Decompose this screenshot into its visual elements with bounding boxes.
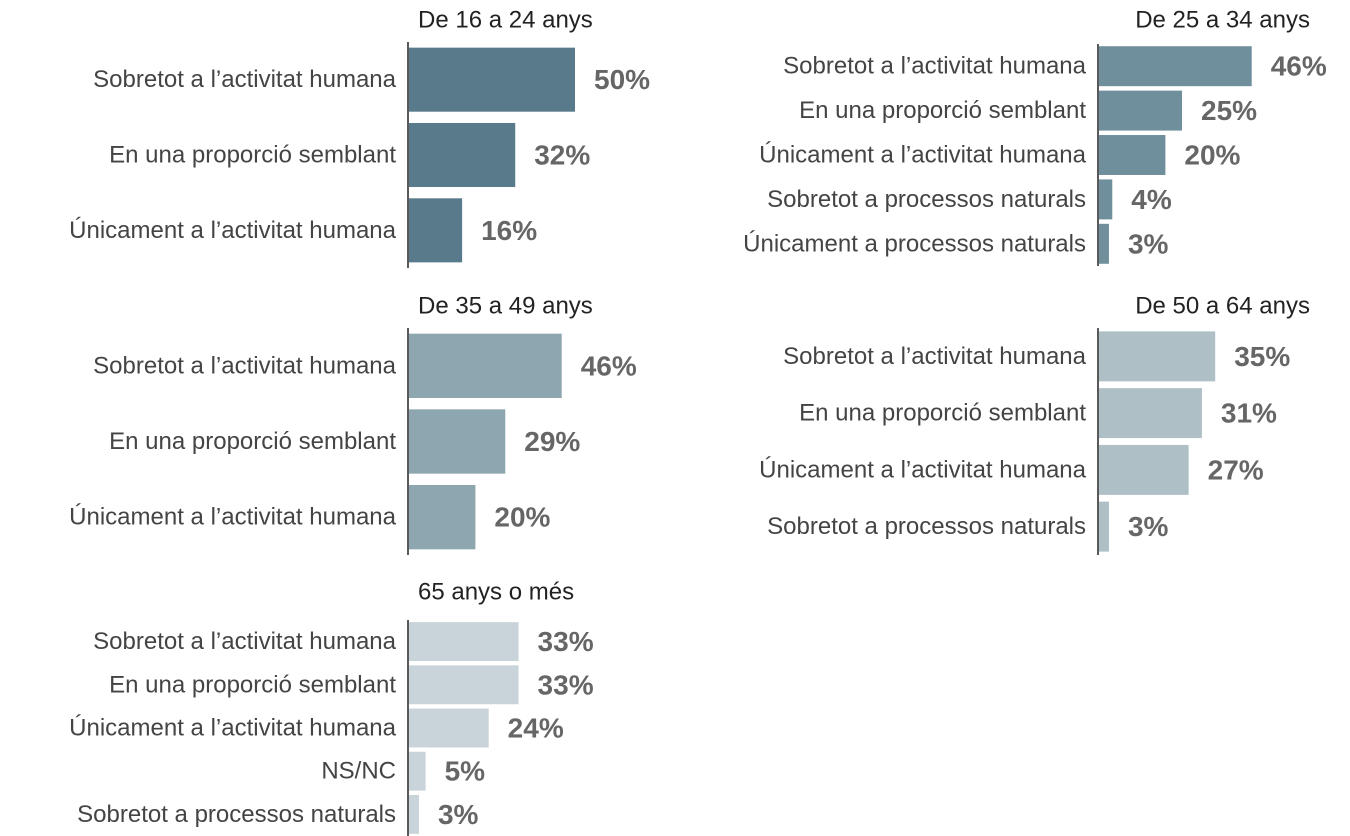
panel-title: De 35 a 49 anys — [418, 293, 593, 320]
value-label: 5% — [445, 756, 486, 787]
category-label: Sobretot a l’activitat humana — [93, 66, 396, 93]
value-label: 20% — [1184, 140, 1240, 171]
category-label: En una proporció semblant — [109, 671, 396, 698]
bar — [1099, 444, 1189, 495]
category-label: Únicament a l’activitat humana — [69, 217, 396, 244]
category-label: Únicament a l’activitat humana — [759, 456, 1086, 483]
bar — [409, 409, 506, 474]
bar — [409, 198, 463, 263]
value-label: 29% — [524, 426, 580, 457]
value-label: 20% — [494, 502, 550, 533]
value-label: 31% — [1221, 398, 1277, 429]
value-label: 25% — [1201, 95, 1257, 126]
value-label: 46% — [581, 350, 637, 381]
value-label: 3% — [1128, 228, 1169, 259]
bar — [409, 794, 419, 834]
bar — [409, 333, 562, 398]
category-label: Sobretot a l’activitat humana — [783, 343, 1086, 370]
panel-title: De 25 a 34 anys — [1135, 7, 1310, 34]
value-label: 4% — [1131, 184, 1172, 215]
value-label: 50% — [594, 64, 650, 95]
value-label: 46% — [1271, 51, 1327, 82]
bar — [1099, 179, 1113, 220]
category-label: Sobretot a l’activitat humana — [93, 352, 396, 379]
bar — [409, 751, 426, 791]
category-label: Únicament a processos naturals — [743, 230, 1086, 257]
bar — [409, 665, 519, 705]
bar — [1099, 223, 1109, 264]
bar — [409, 485, 476, 550]
category-label: En una proporció semblant — [109, 142, 396, 169]
category-label: Sobretot a processos naturals — [767, 186, 1086, 213]
category-label: Únicament a l’activitat humana — [69, 504, 396, 531]
value-label: 27% — [1208, 454, 1264, 485]
category-label: En una proporció semblant — [799, 97, 1086, 124]
bar — [1099, 501, 1109, 552]
value-label: 16% — [481, 215, 537, 246]
category-label: Únicament a l’activitat humana — [759, 142, 1086, 169]
value-label: 33% — [538, 626, 594, 657]
category-label: Sobretot a l’activitat humana — [783, 53, 1086, 80]
panel-title: De 50 a 64 anys — [1135, 293, 1310, 320]
bar — [1099, 331, 1216, 382]
bar — [409, 122, 516, 188]
value-label: 3% — [1128, 511, 1169, 542]
value-label: 35% — [1234, 341, 1290, 372]
bar — [409, 708, 489, 748]
panel-title: De 16 a 24 anys — [418, 7, 593, 34]
bar — [409, 47, 575, 112]
category-label: Sobretot a processos naturals — [77, 801, 396, 828]
bar — [1099, 46, 1252, 87]
category-label: NS/NC — [321, 758, 396, 785]
panel-title: 65 anys o més — [418, 579, 574, 606]
category-label: Únicament a l’activitat humana — [69, 715, 396, 742]
bar — [1099, 135, 1166, 175]
bar — [1099, 90, 1182, 131]
bar — [1099, 388, 1202, 439]
bar — [409, 622, 519, 662]
value-label: 33% — [538, 669, 594, 700]
category-label: En una proporció semblant — [799, 400, 1086, 427]
value-label: 32% — [534, 140, 590, 171]
value-label: 3% — [438, 799, 479, 830]
category-label: Sobretot a l’activitat humana — [93, 628, 396, 655]
category-label: Sobretot a processos naturals — [767, 513, 1086, 540]
category-label: En una proporció semblant — [109, 428, 396, 455]
value-label: 24% — [508, 713, 564, 744]
